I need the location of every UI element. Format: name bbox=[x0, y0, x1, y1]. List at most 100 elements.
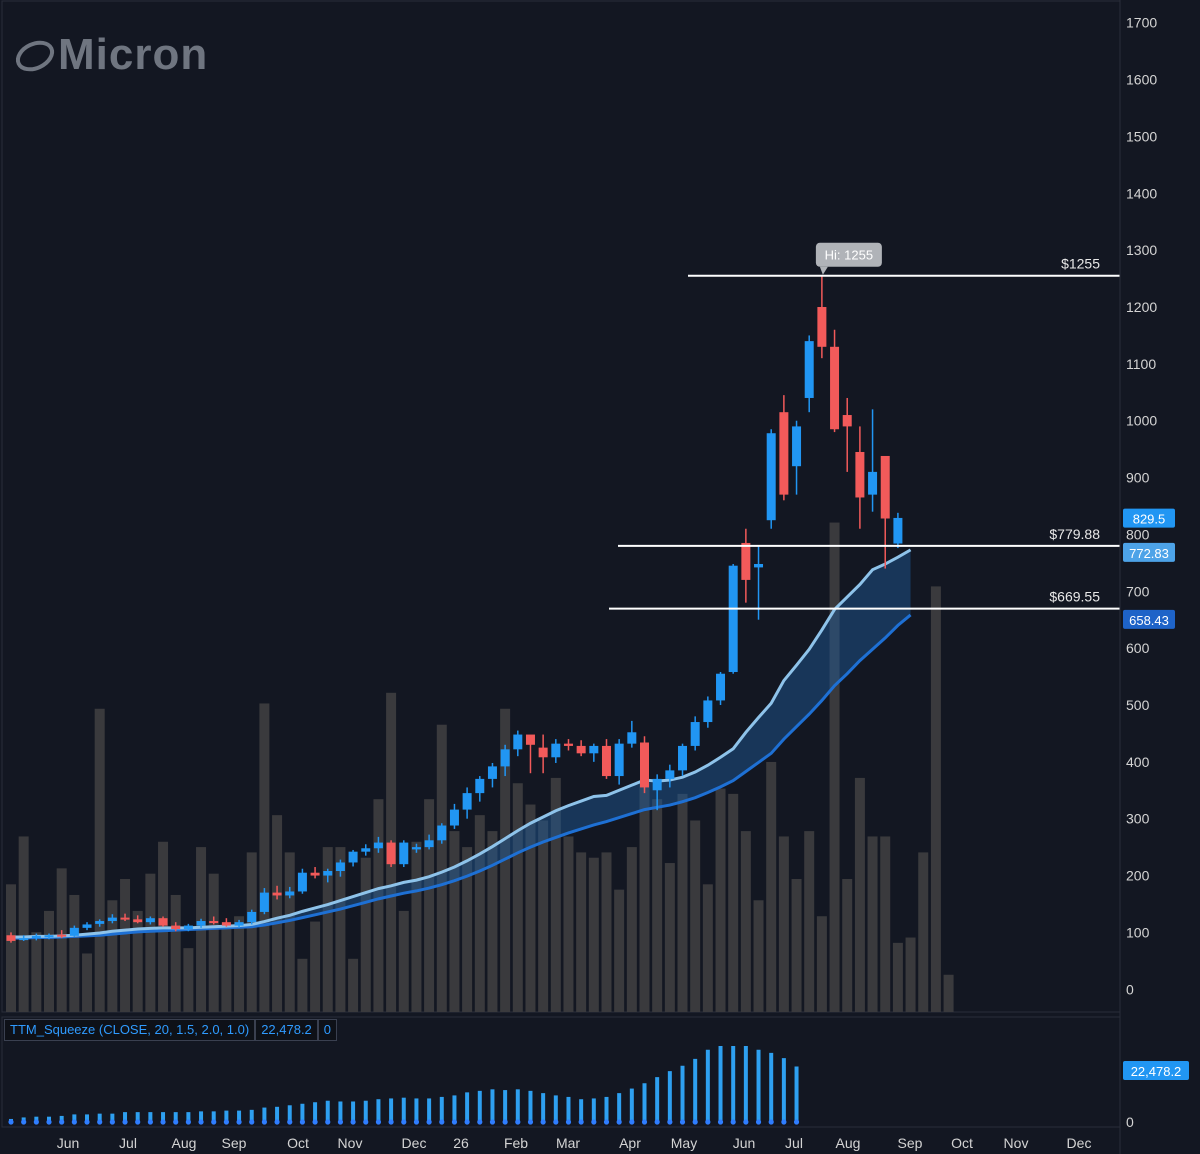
price-tick-label: 1600 bbox=[1126, 72, 1157, 88]
candle-body bbox=[44, 935, 54, 938]
candle-body bbox=[792, 426, 802, 467]
candle-body bbox=[158, 918, 168, 926]
ema-fast-line bbox=[11, 548, 912, 939]
time-tick-label: Jun bbox=[57, 1135, 80, 1151]
ttm-dot bbox=[439, 1119, 445, 1125]
ttm-dot bbox=[679, 1119, 686, 1125]
ttm-dot bbox=[261, 1119, 267, 1125]
price-pane[interactable]: $1255 $779.88 $669.55 Hi: 1255 bbox=[1, 0, 1121, 1013]
price-tick-label: 200 bbox=[1126, 868, 1150, 884]
candle-body bbox=[500, 749, 510, 767]
volume-bar bbox=[652, 799, 663, 1012]
ttm-dot bbox=[223, 1119, 229, 1125]
candle-body bbox=[741, 542, 751, 580]
ttm-dot bbox=[84, 1119, 90, 1125]
time-tick-label: Nov bbox=[338, 1135, 363, 1151]
volume-bar bbox=[880, 836, 891, 1012]
ttm-dot bbox=[667, 1119, 673, 1125]
indicator-name[interactable]: TTM_Squeeze (CLOSE, 20, 1.5, 2.0, 1.0) bbox=[4, 1019, 256, 1041]
volume-bar bbox=[449, 831, 460, 1012]
volume-bar bbox=[82, 953, 93, 1012]
candle-body bbox=[19, 938, 29, 941]
indicator-label[interactable]: TTM_Squeeze (CLOSE, 20, 1.5, 2.0, 1.0) 2… bbox=[4, 1019, 338, 1041]
ttm-dot bbox=[603, 1119, 610, 1125]
ttm-dot bbox=[21, 1119, 27, 1125]
volume-bar bbox=[601, 852, 612, 1012]
volume-bar bbox=[462, 847, 473, 1012]
time-tick-label: Aug bbox=[172, 1135, 197, 1151]
ttm-dot bbox=[743, 1119, 749, 1125]
candle-body bbox=[513, 734, 523, 750]
indicator-pane-frame bbox=[1, 1016, 1121, 1128]
volume-bar bbox=[918, 852, 929, 1012]
candle-body bbox=[652, 778, 662, 791]
volume-bar bbox=[766, 761, 777, 1012]
volume-bar bbox=[753, 900, 764, 1012]
price-line-label: $779.88 bbox=[1049, 526, 1100, 542]
candle-body bbox=[462, 793, 472, 810]
time-tick-label: Aug bbox=[836, 1135, 861, 1151]
ttm-dot bbox=[705, 1119, 711, 1125]
candle-body bbox=[285, 891, 295, 896]
time-tick-label: Sep bbox=[222, 1135, 247, 1151]
indicator-signal: 0 bbox=[317, 1019, 338, 1041]
ttm-dot bbox=[236, 1119, 242, 1125]
ttm-dot bbox=[692, 1119, 698, 1125]
candle-body bbox=[399, 842, 409, 865]
candle-body bbox=[830, 346, 840, 430]
price-line-label: $669.55 bbox=[1049, 589, 1100, 605]
candle-body bbox=[525, 734, 535, 745]
ttm-dot bbox=[401, 1119, 407, 1125]
ttm-dot bbox=[641, 1119, 648, 1125]
candle-body bbox=[538, 747, 548, 758]
candle-body bbox=[95, 921, 105, 924]
candle-body bbox=[563, 743, 573, 746]
ttm-dot bbox=[299, 1119, 306, 1125]
ttm-dot bbox=[46, 1119, 52, 1125]
candle-body bbox=[247, 911, 257, 923]
ttm-dot bbox=[122, 1119, 128, 1125]
volume-bar bbox=[18, 836, 29, 1012]
volume-bar bbox=[943, 974, 954, 1012]
volume-bar bbox=[436, 724, 447, 1012]
price-tag bbox=[1123, 508, 1175, 528]
price-tick-label: 700 bbox=[1126, 583, 1150, 599]
volume-bar bbox=[614, 889, 625, 1012]
candle-body bbox=[766, 433, 776, 521]
volume-bar bbox=[335, 847, 346, 1012]
candle-body bbox=[120, 917, 130, 920]
volume-bar bbox=[373, 799, 384, 1012]
volume-bar bbox=[829, 522, 840, 1012]
volume-bar bbox=[525, 804, 536, 1012]
volume-bar bbox=[487, 831, 498, 1012]
candle-body bbox=[323, 871, 333, 876]
candle-body bbox=[475, 778, 485, 794]
volume-bar bbox=[234, 916, 245, 1012]
volume-bar bbox=[259, 703, 270, 1012]
volume-bar bbox=[588, 857, 599, 1012]
candle-body bbox=[576, 745, 586, 754]
volume-bar bbox=[740, 831, 751, 1012]
candle-body bbox=[361, 848, 371, 852]
volume-bar bbox=[6, 884, 16, 1012]
indicator-pane[interactable]: 020,00022,478.2 bbox=[1, 1016, 1189, 1130]
volume-bar bbox=[550, 777, 561, 1012]
volume-bar bbox=[728, 793, 739, 1012]
ttm-dot bbox=[249, 1119, 255, 1125]
candle-body bbox=[272, 892, 282, 896]
candle-body bbox=[133, 919, 143, 923]
time-tick-label: May bbox=[671, 1135, 697, 1151]
volume-bar bbox=[715, 788, 726, 1012]
candle-body bbox=[209, 921, 219, 924]
volume-bar bbox=[208, 873, 219, 1012]
volume-bar bbox=[145, 873, 156, 1012]
candle-body bbox=[614, 743, 624, 777]
ttm-dot bbox=[426, 1119, 432, 1125]
ttm-dot bbox=[350, 1119, 356, 1125]
time-tick-label: Sep bbox=[898, 1135, 923, 1151]
time-tick-label: Nov bbox=[1004, 1135, 1029, 1151]
price-tag-label: 658.43 bbox=[1129, 613, 1169, 628]
ttm-dot bbox=[211, 1119, 217, 1125]
ttm-dot bbox=[489, 1119, 496, 1125]
